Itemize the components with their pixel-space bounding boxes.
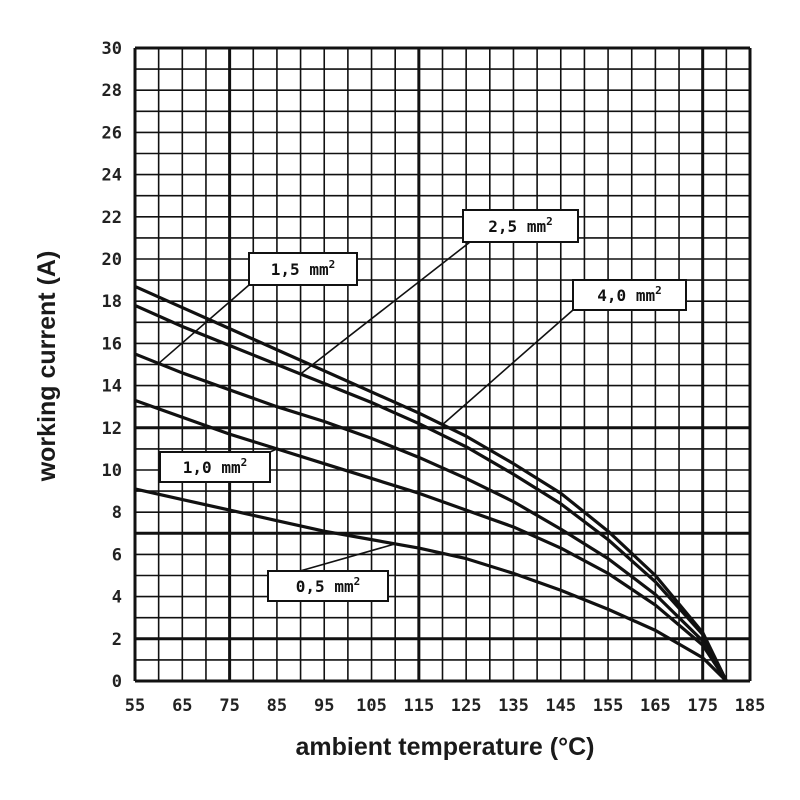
y-tick-label: 14: [102, 377, 122, 397]
y-axis-title: working current (A): [33, 251, 61, 483]
x-tick-label: 55: [125, 696, 145, 716]
callout-box: [267, 570, 389, 602]
y-tick-label: 22: [102, 208, 122, 228]
y-tick-label: 8: [112, 503, 122, 523]
y-tick-label: 30: [102, 39, 122, 59]
y-tick-label: 4: [112, 588, 122, 608]
x-tick-label: 135: [498, 696, 529, 716]
callout-label-text: 2,5 mm: [488, 217, 546, 236]
callout-box: [572, 279, 687, 311]
series-line-1-0-mm: [134, 398, 728, 682]
callout-label-text: 1,5 mm: [271, 260, 329, 279]
callout-leader: [299, 543, 396, 572]
y-tick-label: 18: [102, 292, 122, 312]
callout-leader: [158, 284, 250, 365]
y-tick-label: 16: [102, 334, 122, 354]
callout-label-superscript: 2: [354, 575, 361, 588]
callout-label-text: 1,0 mm: [183, 458, 241, 477]
x-tick-label: 125: [451, 696, 482, 716]
series-line-2-5-mm: [134, 303, 728, 682]
callout-label-superscript: 2: [241, 456, 248, 469]
x-tick-label: 185: [735, 696, 766, 716]
callout-box: [248, 252, 358, 286]
callout-leader: [441, 309, 574, 426]
x-tick-label: 75: [219, 696, 239, 716]
x-tick-label: 105: [356, 696, 387, 716]
y-tick-label: 20: [102, 250, 122, 270]
x-tick-label: 85: [267, 696, 287, 716]
callout-label-superscript: 2: [329, 258, 336, 271]
y-tick-label: 10: [102, 461, 122, 481]
y-tick-label: 24: [102, 166, 122, 186]
y-tick-label: 0: [112, 672, 122, 692]
x-tick-label: 165: [640, 696, 671, 716]
callout-label: 2,5 mm2: [488, 215, 552, 236]
series-line-1-5-mm: [134, 352, 728, 682]
x-tick-label: 65: [172, 696, 192, 716]
y-tick-label: 6: [112, 545, 122, 565]
x-axis-title: ambient temperature (°C): [296, 733, 595, 761]
grid-major: [133, 46, 752, 683]
callout-label-text: 4,0 mm: [597, 286, 655, 305]
y-tick-label: 2: [112, 630, 122, 650]
x-tick-label: 145: [545, 696, 576, 716]
callout-label: 0,5 mm2: [296, 575, 360, 596]
x-tick-label: 95: [314, 696, 334, 716]
callout-leader: [269, 448, 278, 453]
y-tick-label: 28: [102, 81, 122, 101]
y-tick-label: 12: [102, 419, 122, 439]
callout-label: 1,5 mm2: [271, 258, 335, 279]
x-tick-label: 175: [687, 696, 718, 716]
callout-box: [462, 209, 579, 243]
callout-box: [159, 451, 271, 483]
callout-label: 1,0 mm2: [183, 456, 247, 477]
y-tick-label: 26: [102, 123, 122, 143]
callout-label: 4,0 mm2: [597, 284, 661, 305]
callout-leader: [300, 241, 471, 375]
series-layer: [134, 284, 728, 683]
callout-label-superscript: 2: [546, 215, 553, 228]
x-tick-label: 115: [403, 696, 434, 716]
x-tick-labels: 55 65 75 85 95 105 115 125 135 145 155 165 175 185: [125, 696, 766, 716]
x-tick-label: 155: [593, 696, 624, 716]
series-line-0-5-mm: [134, 487, 728, 683]
callout-label-text: 0,5 mm: [296, 577, 354, 596]
callout-label-superscript: 2: [655, 284, 662, 297]
